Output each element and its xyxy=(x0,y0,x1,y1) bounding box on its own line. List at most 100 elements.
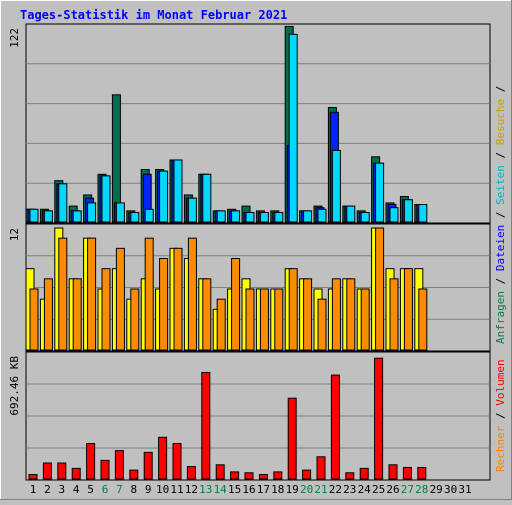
bar-rechner-day-7 xyxy=(115,247,125,351)
bar-volumen-day-17 xyxy=(258,474,268,480)
bar-volumen-day-14 xyxy=(215,464,225,480)
bar-volumen-day-7 xyxy=(114,450,124,480)
bar-rechner-day-19 xyxy=(288,268,298,351)
bar-seiten-day-12 xyxy=(187,197,197,223)
bar-rechner-day-25 xyxy=(375,227,385,351)
x-label-day-1: 1 xyxy=(30,483,37,496)
bar-rechner-day-2 xyxy=(43,278,53,351)
y-max-label-middle: 12 xyxy=(8,228,21,241)
bar-seiten-day-16 xyxy=(245,211,255,223)
x-label-day-29: 29 xyxy=(430,483,443,496)
x-label-day-7: 7 xyxy=(116,483,123,496)
panel-top: 122 xyxy=(8,23,491,224)
bar-rechner-day-1 xyxy=(29,288,39,351)
legend-part: Seiten xyxy=(494,165,507,205)
x-label-day-17: 17 xyxy=(257,483,270,496)
legend-part: / xyxy=(494,205,507,225)
legend-part: Volumen xyxy=(494,359,507,405)
x-label-day-21: 21 xyxy=(314,483,327,496)
bar-volumen-day-15 xyxy=(230,471,240,480)
legend-upper: Anfragen / Dateien / Seiten / Besuche / xyxy=(494,86,507,344)
bar-seiten-day-17 xyxy=(259,211,269,223)
bar-seiten-day-21 xyxy=(317,208,327,223)
bar-rechner-day-23 xyxy=(346,278,356,351)
bar-seiten-day-19 xyxy=(288,33,298,223)
bar-rechner-day-10 xyxy=(159,258,169,351)
bar-volumen-day-19 xyxy=(287,397,297,480)
legend-part: / xyxy=(494,86,507,99)
bar-seiten-day-5 xyxy=(87,202,97,223)
bar-rechner-day-26 xyxy=(389,278,399,351)
bar-rechner-day-6 xyxy=(101,268,111,351)
x-label-day-23: 23 xyxy=(343,483,356,496)
bar-rechner-day-27 xyxy=(403,268,413,351)
x-label-day-26: 26 xyxy=(386,483,399,496)
x-label-day-9: 9 xyxy=(145,483,152,496)
bar-seiten-day-18 xyxy=(274,211,284,223)
x-label-day-28: 28 xyxy=(415,483,428,496)
bar-rechner-day-22 xyxy=(331,278,341,351)
x-label-day-15: 15 xyxy=(228,483,241,496)
legend-part: Rechner xyxy=(494,425,507,472)
bar-rechner-day-3 xyxy=(58,237,68,351)
bar-seiten-day-11 xyxy=(173,159,183,223)
bar-seiten-day-7 xyxy=(115,202,125,223)
bar-rechner-day-28 xyxy=(418,288,428,351)
panel-bottom: 692.46 KB xyxy=(8,351,491,481)
x-label-day-24: 24 xyxy=(358,483,372,496)
bar-seiten-day-2 xyxy=(43,210,53,223)
legend-part: / xyxy=(494,145,507,165)
bar-rechner-day-15 xyxy=(231,258,241,351)
bar-seiten-day-8 xyxy=(130,211,140,223)
x-label-day-31: 31 xyxy=(458,483,471,496)
bar-volumen-day-1 xyxy=(28,474,38,480)
x-label-day-5: 5 xyxy=(87,483,94,496)
bar-volumen-day-9 xyxy=(143,451,153,480)
legend-part: / xyxy=(494,271,507,291)
x-label-day-4: 4 xyxy=(73,483,80,496)
bar-rechner-day-21 xyxy=(317,298,327,351)
bar-volumen-day-27 xyxy=(402,466,412,480)
x-label-day-12: 12 xyxy=(185,483,198,496)
bar-rechner-day-5 xyxy=(87,237,97,351)
bar-volumen-day-2 xyxy=(42,462,52,480)
bar-seiten-day-25 xyxy=(375,162,385,223)
x-label-day-18: 18 xyxy=(271,483,284,496)
bar-volumen-day-10 xyxy=(158,436,168,480)
x-label-day-30: 30 xyxy=(444,483,457,496)
chart-panels: 122 12 692.46 KB xyxy=(8,23,491,481)
bar-rechner-day-13 xyxy=(202,278,212,351)
x-label-day-16: 16 xyxy=(242,483,255,496)
bar-seiten-day-6 xyxy=(101,175,111,223)
y-max-label-top: 122 xyxy=(8,28,21,48)
bar-volumen-day-12 xyxy=(186,466,196,480)
bar-rechner-day-9 xyxy=(144,237,154,351)
bar-rechner-day-16 xyxy=(245,288,255,351)
bar-seiten-day-22 xyxy=(331,149,341,223)
x-label-day-22: 22 xyxy=(329,483,342,496)
bar-volumen-day-18 xyxy=(273,471,283,480)
legend-part: Anfragen xyxy=(494,291,507,344)
x-label-day-8: 8 xyxy=(130,483,137,496)
bar-rechner-day-11 xyxy=(173,247,183,351)
bar-volumen-day-6 xyxy=(100,459,110,480)
legend-part: / xyxy=(494,406,507,426)
bar-volumen-day-26 xyxy=(388,464,398,480)
x-label-day-25: 25 xyxy=(372,483,385,496)
bar-seiten-day-3 xyxy=(58,183,68,223)
bar-volumen-day-23 xyxy=(345,472,355,480)
bar-volumen-day-13 xyxy=(201,371,211,480)
bar-volumen-day-28 xyxy=(417,466,427,480)
bar-seiten-day-20 xyxy=(303,210,313,223)
bar-seiten-day-26 xyxy=(389,207,399,223)
x-label-day-6: 6 xyxy=(102,483,109,496)
bar-rechner-day-20 xyxy=(303,278,313,351)
x-label-day-3: 3 xyxy=(58,483,65,496)
bar-volumen-day-11 xyxy=(172,442,182,480)
bar-volumen-day-8 xyxy=(129,469,139,480)
bar-seiten-day-13 xyxy=(202,173,212,223)
bar-volumen-day-4 xyxy=(71,467,81,480)
x-label-day-13: 13 xyxy=(199,483,212,496)
